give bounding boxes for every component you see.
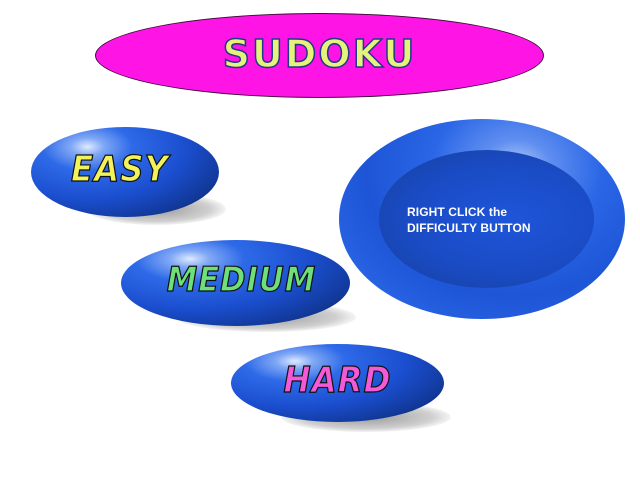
hard-button-group: HARD (231, 344, 451, 434)
instruction-panel-inner (379, 150, 594, 288)
instruction-panel: RIGHT CLICK the DIFFICULTY BUTTON (339, 119, 625, 319)
title-banner: SUDOKU (95, 13, 544, 98)
instruction-line-1: RIGHT CLICK the (407, 205, 508, 219)
medium-button[interactable]: MEDIUM (121, 240, 350, 326)
easy-button[interactable]: EASY (31, 127, 219, 217)
instruction-text: RIGHT CLICK the DIFFICULTY BUTTON (407, 204, 531, 236)
instruction-line-2: DIFFICULTY BUTTON (407, 221, 531, 235)
game-title: SUDOKU (222, 31, 417, 77)
easy-button-group: EASY (31, 127, 226, 225)
medium-button-label: MEDIUM (166, 259, 317, 300)
easy-button-label: EASY (70, 148, 169, 190)
hard-button-label: HARD (283, 359, 392, 401)
medium-button-group: MEDIUM (121, 240, 356, 332)
hard-button[interactable]: HARD (231, 344, 444, 422)
